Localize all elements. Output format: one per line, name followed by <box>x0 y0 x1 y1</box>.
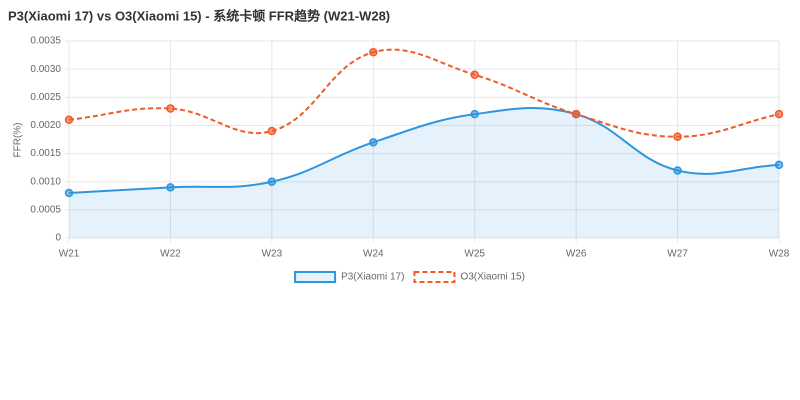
point <box>673 166 682 175</box>
y-tick-label: 0.0020 <box>30 120 61 131</box>
point <box>64 188 74 198</box>
legend-swatch <box>413 271 456 283</box>
legend-label: O3(Xiaomi 15) <box>460 272 524 283</box>
x-tick-label: W24 <box>363 249 384 260</box>
line <box>68 107 780 194</box>
point <box>774 109 784 119</box>
x-tick-label: W22 <box>160 249 181 260</box>
y-tick-label: 0 <box>55 233 61 244</box>
y-tick-label: 0.0010 <box>30 176 61 187</box>
x-tick-label: W28 <box>769 249 790 260</box>
y-tick-label: 0.0015 <box>30 148 61 159</box>
y-tick-label: 0.0035 <box>30 36 61 47</box>
y-tick-label: 0.0030 <box>30 64 61 75</box>
point <box>369 138 378 147</box>
y-tick-label: 0.0005 <box>30 204 61 215</box>
y-tick-label: 0.0025 <box>30 92 61 103</box>
point <box>774 160 784 170</box>
point <box>369 48 378 57</box>
chart-title: P3(Xiaomi 17) vs O3(Xiaomi 15) - 系统卡顿 FF… <box>8 8 390 23</box>
y-axis-label: FFR(%) <box>13 123 24 158</box>
point <box>166 104 175 113</box>
point <box>166 183 175 192</box>
x-tick-label: W21 <box>59 249 80 260</box>
line <box>68 48 780 138</box>
x-tick-label: W26 <box>566 249 587 260</box>
point <box>64 115 74 125</box>
point <box>267 126 277 136</box>
legend-swatch <box>294 271 337 283</box>
x-tick-label: W23 <box>262 249 283 260</box>
point <box>470 70 479 80</box>
point <box>267 177 277 186</box>
area <box>69 108 779 238</box>
x-tick-label: W25 <box>464 249 485 260</box>
point <box>470 109 479 119</box>
x-tick-label: W27 <box>667 249 688 260</box>
legend-label: P3(Xiaomi 17) <box>341 272 404 283</box>
point <box>571 109 581 119</box>
point <box>673 132 682 141</box>
